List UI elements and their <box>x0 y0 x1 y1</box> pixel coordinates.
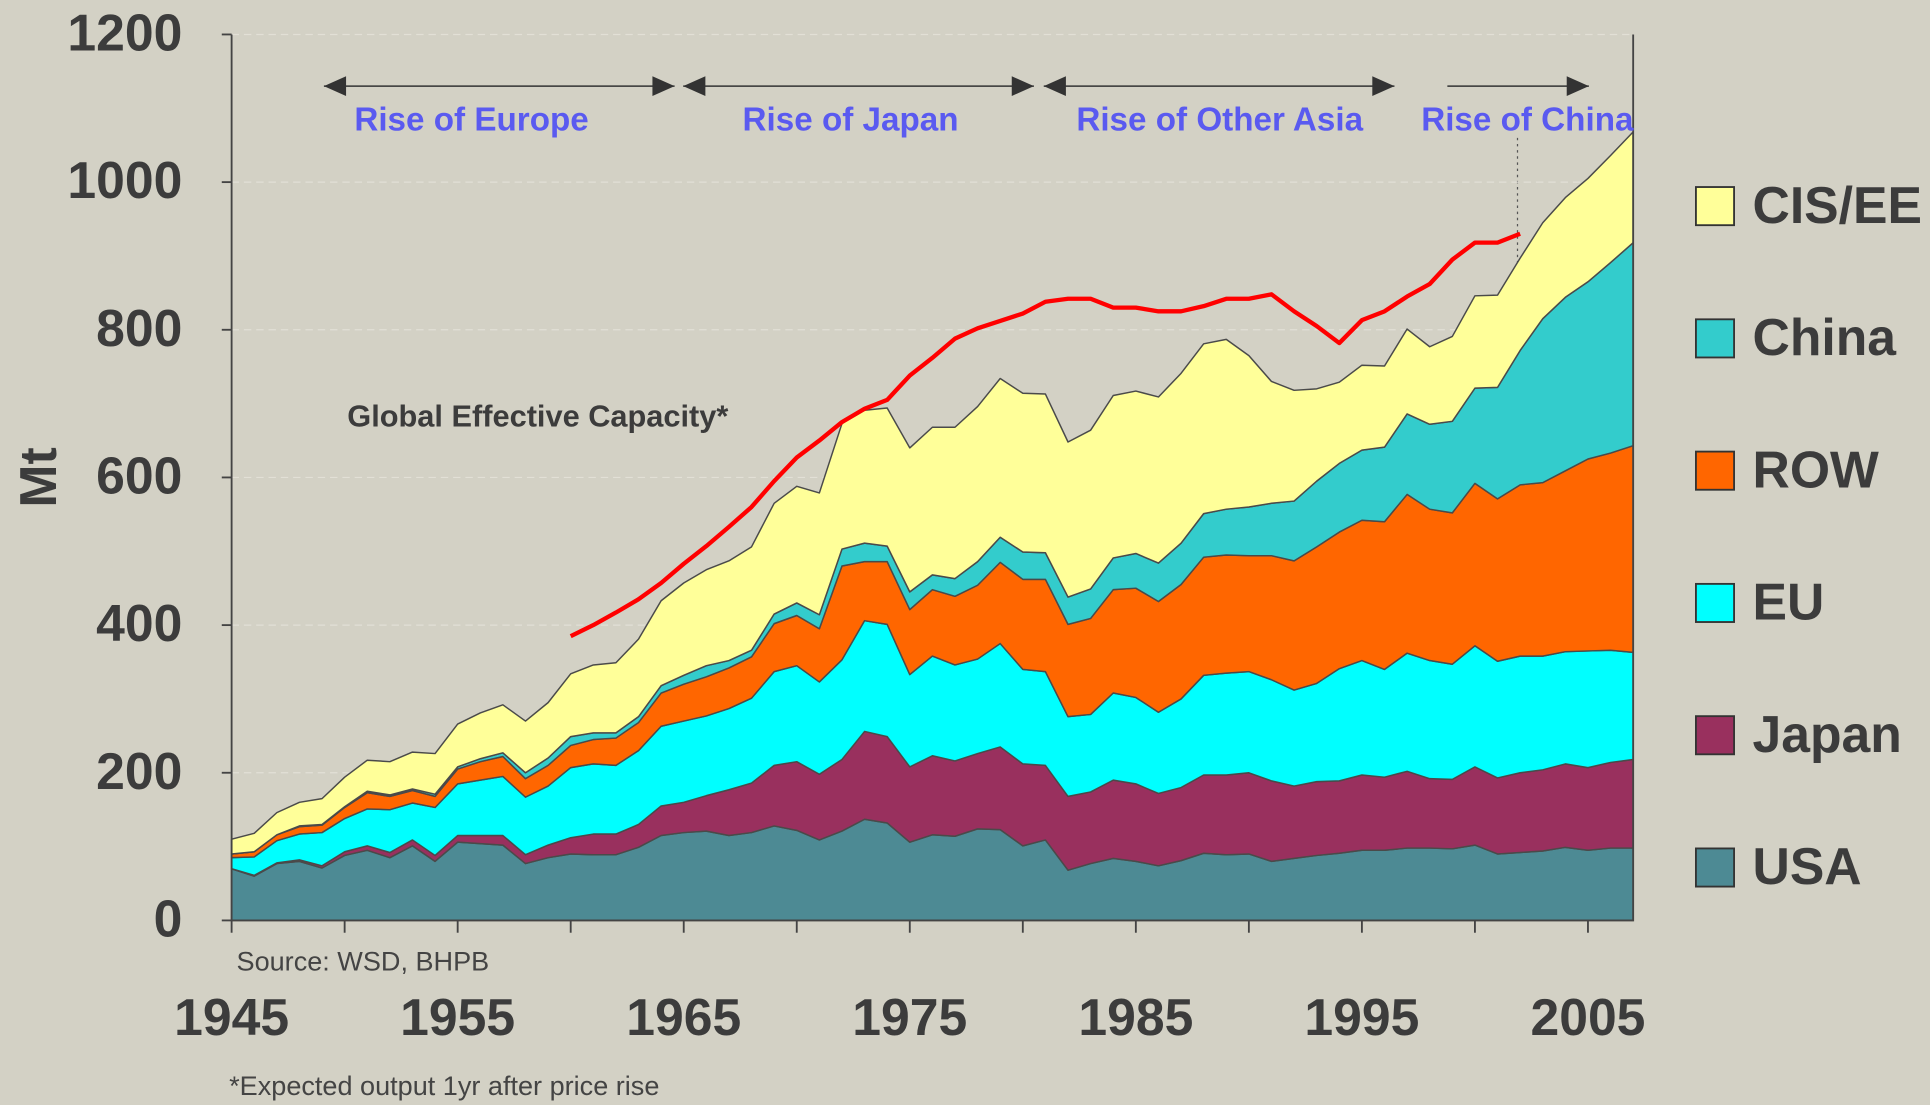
legend-label: ROW <box>1753 440 1880 498</box>
legend-label: EU <box>1753 573 1825 631</box>
arrow-head <box>323 76 347 96</box>
legend-label: Japan <box>1753 705 1902 763</box>
x-tick-label: 2005 <box>1530 988 1645 1046</box>
capacity-line <box>569 231 1521 639</box>
legend-swatch <box>1695 186 1735 227</box>
annotation: Global Effective Capacity* <box>347 398 728 433</box>
era-label: Rise of Europe <box>354 102 588 139</box>
legend-label: USA <box>1753 837 1862 895</box>
legend-label: China <box>1753 308 1898 366</box>
y-tick-label: 1000 <box>67 151 182 209</box>
x-tick-label: 1985 <box>1078 988 1193 1046</box>
era-label: Rise of China <box>1421 102 1634 139</box>
x-tick-label: 1955 <box>400 988 515 1046</box>
y-tick-label: 0 <box>154 890 183 948</box>
y-tick-label: 1200 <box>67 4 182 62</box>
legend-swatch <box>1695 847 1735 888</box>
arrow-head <box>1566 76 1589 96</box>
x-tick-label: 1945 <box>174 988 289 1046</box>
y-axis-label: Mt <box>9 447 67 507</box>
legend-label: CIS/EE <box>1753 176 1922 234</box>
y-tick-label: 800 <box>96 299 182 357</box>
footnote: *Expected output 1yr after price rise <box>229 1070 659 1101</box>
y-tick-label: 200 <box>96 742 182 800</box>
legend-swatch <box>1695 715 1735 756</box>
x-tick-label: 1965 <box>626 988 741 1046</box>
areas <box>230 131 1634 922</box>
plot-frame <box>230 34 1635 922</box>
era-label: Rise of Japan <box>743 102 959 139</box>
arrow-head <box>1011 76 1034 96</box>
legend-swatch <box>1695 582 1735 623</box>
era-label: Rise of Other Asia <box>1076 102 1363 139</box>
x-tick-label: 1995 <box>1304 988 1419 1046</box>
y-tick-label: 600 <box>96 447 182 505</box>
legend-swatch <box>1695 318 1735 359</box>
y-tick-label: 400 <box>96 594 182 652</box>
arrow-head <box>1372 76 1395 96</box>
x-tick-label: 1975 <box>852 988 967 1046</box>
arrow-head <box>1043 76 1066 96</box>
arrow-head <box>652 76 675 96</box>
source: Source: WSD, BHPB <box>237 946 490 977</box>
legend-swatch <box>1695 450 1735 491</box>
arrow-head <box>683 76 706 96</box>
